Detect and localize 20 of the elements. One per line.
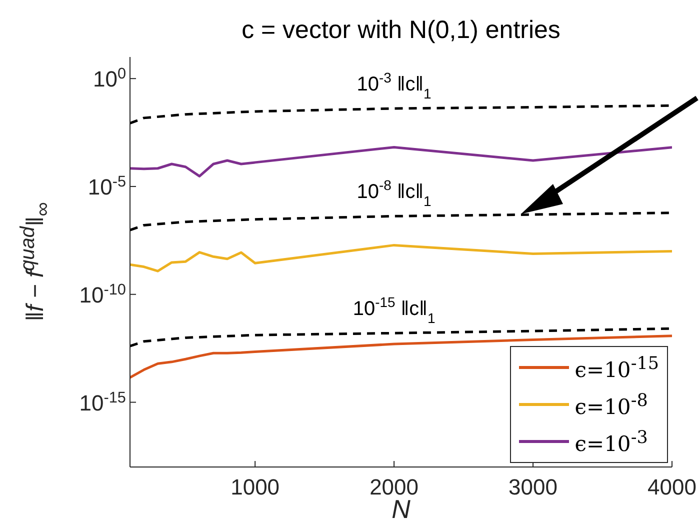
y-tick-label: 10$^{-10}$ <box>79 280 126 308</box>
series-label: 10$^{-8}$ ‖c‖$_{1}$ <box>356 177 432 210</box>
series-label: 10$^{-15}$ ‖c‖$_{1}$ <box>352 294 436 326</box>
x-tick-label: 4000 <box>648 474 696 500</box>
line-series <box>130 334 672 379</box>
legend-label: ϵ=10$^{-8}$ <box>574 390 648 421</box>
series-label: 10$^{-3}$ ‖c‖$_{1}$ <box>356 70 432 102</box>
legend-label: ϵ=10$^{-15}$ <box>574 353 659 384</box>
y-tick-label: 10$^{0}$ <box>92 65 126 92</box>
legend-label: ϵ=10$^{-3}$ <box>574 427 648 458</box>
line-series <box>130 327 672 348</box>
line-series <box>130 212 672 232</box>
y-tick-label: 10$^{-15}$ <box>79 388 126 416</box>
x-tick-label: 1000 <box>230 474 280 500</box>
line-series <box>130 244 672 272</box>
line-series <box>130 104 672 125</box>
chart-title: c = vector with N(0,1) entries <box>240 16 562 45</box>
line-series <box>130 146 672 178</box>
y-tick-label: 10$^{-5}$ <box>88 172 126 200</box>
x-tick-label: 3000 <box>508 474 558 500</box>
